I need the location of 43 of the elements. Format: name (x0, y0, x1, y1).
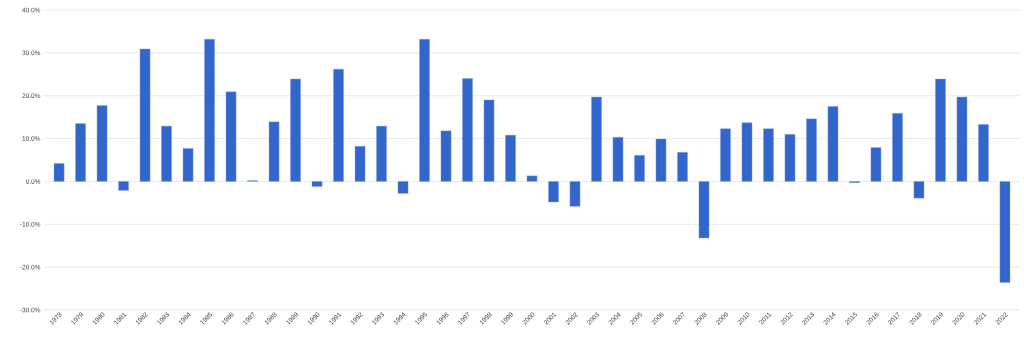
bar (505, 134, 516, 182)
bar (311, 181, 323, 187)
bar (655, 138, 667, 182)
bar (462, 78, 473, 182)
bar (96, 105, 108, 182)
bar (870, 147, 882, 182)
bar (354, 146, 366, 182)
bar (225, 91, 237, 182)
bar (612, 137, 624, 182)
bar (720, 128, 731, 182)
bar (526, 175, 538, 182)
bar (75, 123, 86, 182)
bar (333, 68, 344, 182)
bar (913, 181, 925, 199)
bar (784, 134, 796, 182)
bar (397, 181, 409, 194)
bar (139, 48, 151, 182)
bar (53, 163, 65, 182)
bar (634, 155, 645, 182)
bar (935, 78, 946, 182)
bar (956, 96, 968, 182)
bar (677, 152, 688, 182)
bar (268, 121, 280, 182)
bar (763, 128, 774, 182)
bar (741, 122, 753, 182)
bar (591, 96, 602, 182)
bar (569, 181, 581, 207)
bar (182, 148, 194, 182)
bar (118, 181, 129, 191)
bar (290, 78, 301, 182)
bar (827, 106, 839, 182)
bar (376, 125, 387, 182)
bar (204, 38, 215, 182)
bar (440, 130, 452, 182)
bar (483, 99, 495, 182)
bar (978, 124, 989, 182)
bar (806, 118, 817, 182)
bar (892, 113, 903, 182)
bar (548, 181, 559, 203)
bar (419, 38, 430, 182)
bar (999, 181, 1011, 283)
bar (698, 181, 710, 239)
bar (161, 125, 172, 182)
